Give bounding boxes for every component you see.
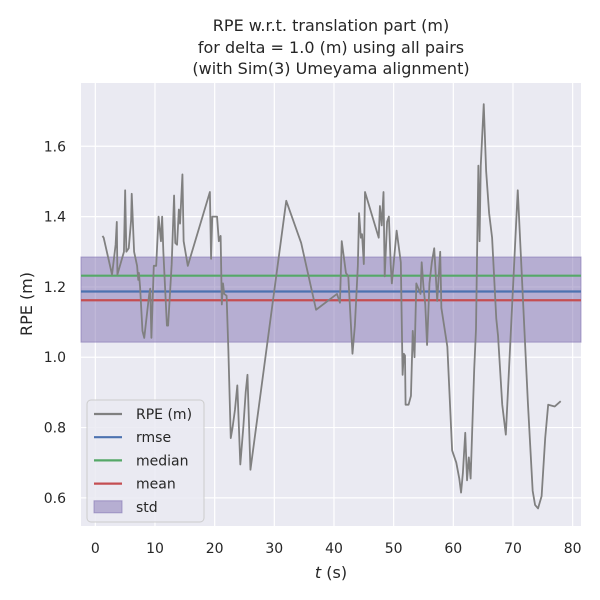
chart-title-line-1: RPE w.r.t. translation part (m) bbox=[213, 16, 449, 35]
y-tick-label: 0.8 bbox=[44, 421, 66, 437]
x-tick-label: 0 bbox=[91, 541, 100, 557]
x-tick-label: 40 bbox=[325, 541, 343, 557]
series-layer bbox=[101, 103, 562, 510]
legend-label: mean bbox=[136, 477, 176, 493]
y-tick-label: 1.2 bbox=[44, 280, 66, 296]
y-tick-label: 1.6 bbox=[44, 139, 66, 155]
gridlines bbox=[81, 83, 581, 526]
legend-box bbox=[86, 399, 205, 523]
x-axis-label: t (s) bbox=[315, 563, 347, 582]
chart-title-line-3: (with Sim(3) Umeyama alignment) bbox=[192, 59, 469, 78]
y-tick-label: 1.4 bbox=[44, 210, 66, 226]
x-tick-label: 80 bbox=[564, 541, 582, 557]
x-tick-label: 30 bbox=[265, 541, 283, 557]
legend-label: std bbox=[136, 500, 158, 516]
y-tick-label: 1.0 bbox=[44, 350, 66, 366]
x-tick-label: 50 bbox=[385, 541, 403, 557]
legend: RPE (m) rmse median mean std bbox=[86, 399, 205, 523]
legend-label: rmse bbox=[136, 430, 171, 446]
legend-label: RPE (m) bbox=[136, 407, 192, 423]
x-axis-label-unit: (s) bbox=[321, 563, 347, 582]
x-tick-label: 10 bbox=[146, 541, 164, 557]
x-tick-label: 70 bbox=[504, 541, 522, 557]
x-tick-label: 60 bbox=[444, 541, 462, 557]
rpe-series-line bbox=[101, 103, 562, 510]
chart-title-line-2: for delta = 1.0 (m) using all pairs bbox=[198, 38, 464, 57]
legend-label: median bbox=[136, 453, 188, 469]
x-tick-labels: 0 10 20 30 40 50 60 70 80 bbox=[91, 541, 582, 557]
legend-swatch-std bbox=[93, 500, 123, 514]
x-tick-label: 20 bbox=[206, 541, 224, 557]
y-tick-labels: 0.6 0.8 1.0 1.2 1.4 1.6 bbox=[44, 139, 66, 507]
x-axis-label-variable: t bbox=[315, 563, 322, 582]
y-axis-label: RPE (m) bbox=[17, 272, 36, 336]
y-tick-label: 0.6 bbox=[44, 491, 66, 507]
